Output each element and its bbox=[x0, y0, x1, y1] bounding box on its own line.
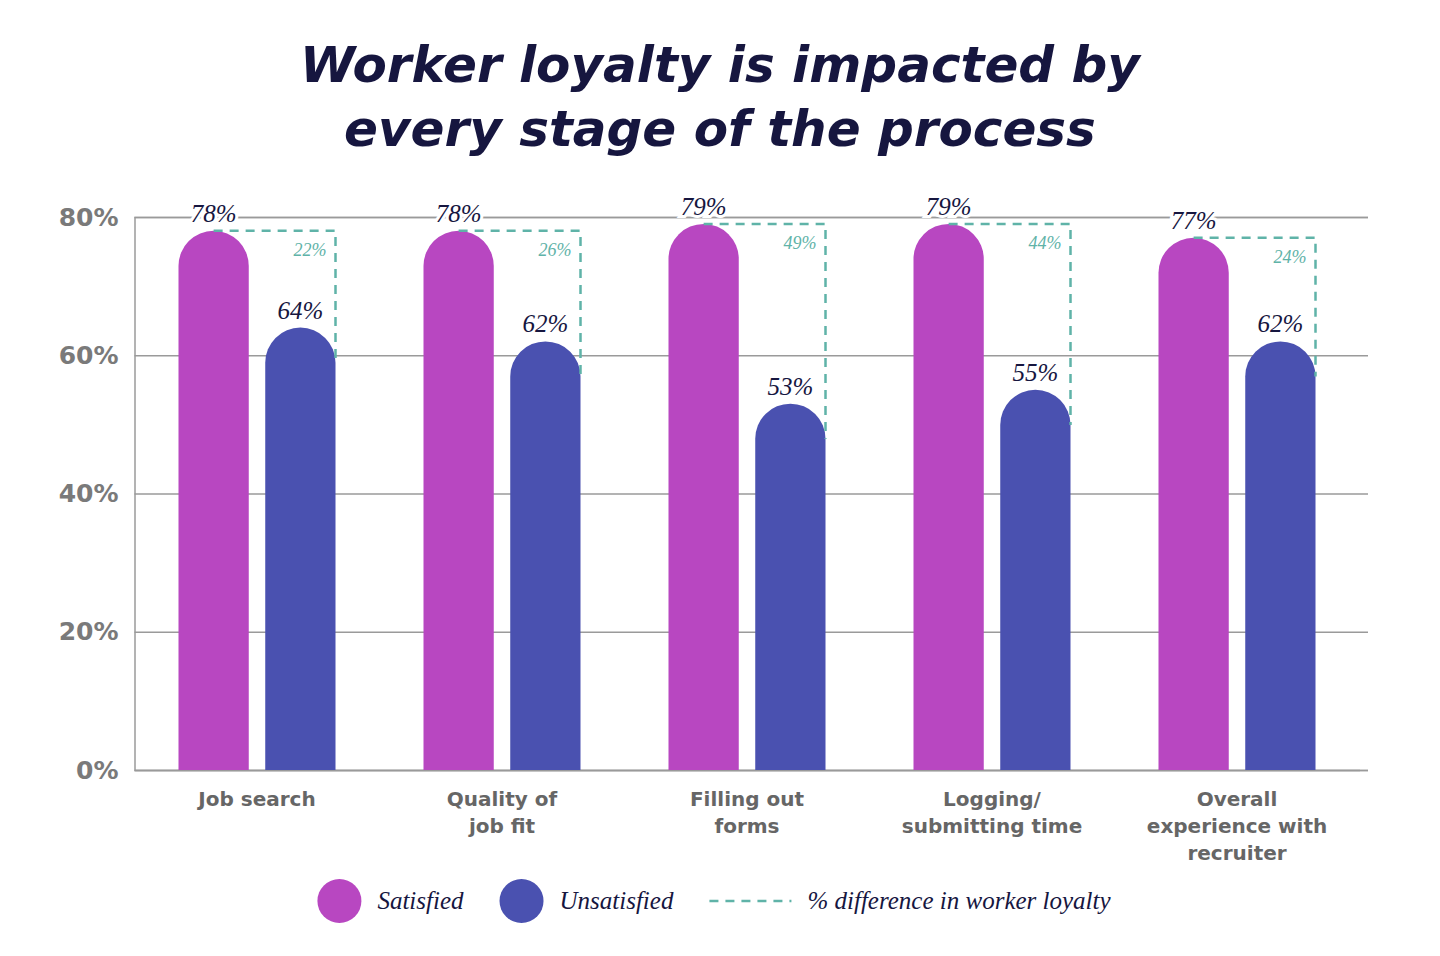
y-tick-label: 20% bbox=[59, 617, 119, 646]
y-axis: 0% 20% 40% 60% 80% bbox=[59, 203, 1368, 785]
bar bbox=[510, 341, 580, 770]
difference-bracket bbox=[214, 231, 336, 363]
x-tick: Filling out forms bbox=[690, 770, 805, 838]
x-tick-label: Overall experience with recruiter bbox=[1147, 787, 1327, 865]
legend-item: Unsatisfied bbox=[500, 879, 674, 923]
x-tick-label: Quality of job fit bbox=[447, 787, 558, 838]
x-tick-label-line: Logging/ bbox=[943, 787, 1042, 811]
bar bbox=[914, 224, 984, 770]
plot-marks bbox=[179, 224, 1316, 770]
data-label: 55% bbox=[1012, 359, 1058, 386]
bar bbox=[1245, 341, 1315, 770]
legend-label: Unsatisfied bbox=[560, 887, 674, 914]
data-label: 79% bbox=[681, 193, 727, 220]
x-tick-label-line: submitting time bbox=[902, 814, 1082, 838]
title: Worker loyalty is impacted by every stage… bbox=[300, 36, 1142, 158]
x-tick-label: Job search bbox=[196, 787, 315, 811]
difference-bracket bbox=[1194, 238, 1316, 377]
difference-label: 24% bbox=[1274, 247, 1307, 267]
legend-marker bbox=[500, 879, 544, 923]
data-label: 62% bbox=[1257, 310, 1303, 337]
x-tick-label-line: experience with bbox=[1147, 814, 1327, 838]
title-line: every stage of the process bbox=[344, 100, 1096, 158]
x-tick: Quality of job fit bbox=[447, 770, 558, 838]
bar bbox=[755, 404, 825, 770]
x-tick-label-line: forms bbox=[714, 814, 779, 838]
data-label: 77% bbox=[1171, 207, 1217, 234]
y-axis-line bbox=[135, 218, 1368, 771]
bar bbox=[265, 328, 335, 770]
difference-label: 22% bbox=[294, 240, 327, 260]
bar bbox=[1159, 238, 1229, 770]
difference-bracket bbox=[459, 231, 581, 377]
difference-bracket bbox=[704, 224, 826, 439]
legend-item: Satisfied bbox=[317, 879, 464, 923]
x-tick-label-line: recruiter bbox=[1187, 841, 1286, 865]
x-axis: Job search Quality of job fit Filling out fo… bbox=[135, 770, 1360, 865]
y-tick-label: 80% bbox=[59, 203, 119, 232]
labels: 78% 78% 79% 79% 77% 64% 62% 53% 55% 62% 22% 26% 49% 4… bbox=[191, 193, 1307, 400]
legend-line bbox=[709, 900, 791, 903]
x-tick: Job search bbox=[196, 770, 315, 811]
difference-label: 44% bbox=[1029, 233, 1062, 253]
chart: Worker loyalty is impacted by every stage… bbox=[0, 0, 1440, 956]
x-tick-label-line: Overall bbox=[1197, 787, 1278, 811]
difference-label: 26% bbox=[539, 240, 572, 260]
x-tick: Overall experience with recruiter bbox=[1147, 770, 1327, 865]
y-tick-label: 60% bbox=[59, 341, 119, 370]
legend-label: % difference in worker loyalty bbox=[807, 887, 1111, 914]
difference-bracket bbox=[949, 224, 1071, 425]
bar bbox=[424, 231, 494, 770]
legend-item: % difference in worker loyalty bbox=[709, 887, 1111, 914]
y-tick-label: 40% bbox=[59, 479, 119, 508]
legend-label: Satisfied bbox=[377, 887, 464, 914]
x-tick-label: Logging/submitting time bbox=[902, 787, 1082, 838]
data-label: 78% bbox=[191, 200, 237, 227]
bar bbox=[669, 224, 739, 770]
y-tick-label: 0% bbox=[76, 756, 118, 785]
data-label: 53% bbox=[767, 373, 813, 400]
x-tick-label-line: Quality of bbox=[447, 787, 558, 811]
data-label: 78% bbox=[436, 200, 482, 227]
x-tick-label: Filling out forms bbox=[690, 787, 805, 838]
legend-marker bbox=[317, 879, 361, 923]
data-label: 62% bbox=[522, 310, 568, 337]
x-tick-label-line: Job search bbox=[196, 787, 315, 811]
data-label: 79% bbox=[926, 193, 972, 220]
bar bbox=[179, 231, 249, 770]
data-label: 64% bbox=[277, 297, 323, 324]
title-line: Worker loyalty is impacted by bbox=[300, 36, 1142, 94]
x-tick-label-line: Filling out bbox=[690, 787, 805, 811]
bar bbox=[1000, 390, 1070, 770]
legend: Satisfied Unsatisfied % difference in work… bbox=[317, 879, 1111, 923]
x-tick: Logging/submitting time bbox=[902, 770, 1082, 838]
difference-label: 49% bbox=[784, 233, 817, 253]
x-tick-label-line: job fit bbox=[468, 814, 536, 838]
